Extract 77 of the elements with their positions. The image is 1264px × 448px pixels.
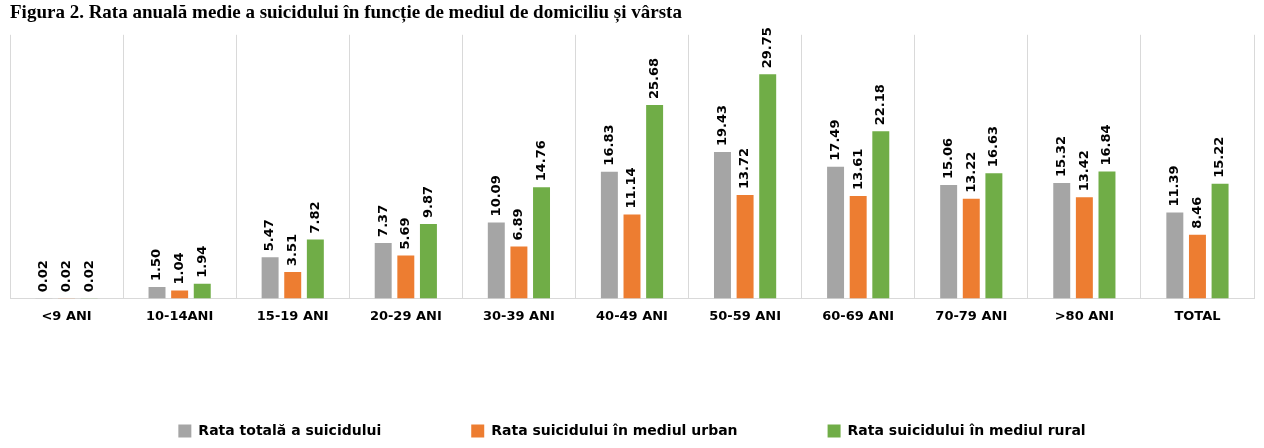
bar	[419, 224, 437, 299]
legend-label: Rata suicidului în mediul urban	[491, 421, 738, 438]
data-label: 13.61	[849, 148, 865, 190]
bar	[827, 166, 845, 299]
data-label: 5.47	[261, 219, 277, 252]
x-tick-label: 10-14ANI	[145, 307, 214, 323]
data-label: 16.84	[1098, 124, 1114, 166]
legend-label: Rata suicidului în mediul rural	[847, 421, 1086, 438]
data-label: 7.37	[374, 204, 390, 237]
bar	[646, 104, 664, 299]
bar	[261, 257, 279, 299]
bar	[713, 152, 731, 299]
data-label: 8.46	[1188, 196, 1204, 229]
data-label: 15.32	[1053, 135, 1069, 178]
bar	[1188, 234, 1206, 299]
data-label: 1.04	[171, 252, 187, 285]
bar	[759, 74, 777, 299]
x-tick-label: 40-49 ANI	[596, 307, 668, 323]
bar	[1075, 197, 1093, 299]
data-label: 11.14	[623, 167, 639, 209]
bar	[736, 195, 754, 299]
data-label: 5.69	[397, 217, 413, 250]
data-label: 29.75	[759, 27, 775, 69]
data-label: 13.72	[736, 147, 752, 190]
data-label: 11.39	[1166, 165, 1182, 207]
bar	[872, 131, 890, 299]
data-label: 16.83	[600, 124, 616, 166]
x-tick-label: <9 ANI	[41, 307, 92, 323]
x-tick-label: 60-69 ANI	[822, 307, 895, 323]
bar	[849, 195, 867, 299]
bar	[1211, 183, 1229, 299]
bar	[193, 283, 211, 299]
data-label: 1.94	[193, 245, 209, 278]
data-label: 19.43	[713, 104, 729, 147]
data-label: 7.82	[306, 201, 322, 234]
x-tick-label: 70-79 ANI	[935, 307, 1008, 323]
bar	[510, 246, 528, 299]
data-label: 16.63	[985, 126, 1001, 168]
x-tick-label: TOTAL	[1174, 307, 1221, 323]
bar	[1098, 171, 1116, 299]
data-label: 14.76	[532, 140, 548, 182]
bar	[1166, 212, 1184, 299]
x-tick-label: 30-39 ANI	[482, 307, 555, 323]
data-label: 0.02	[80, 260, 96, 293]
data-label: 15.22	[1211, 136, 1227, 178]
bar	[985, 173, 1003, 299]
bar	[1053, 183, 1071, 299]
x-tick-label: 50-59 ANI	[709, 307, 782, 323]
data-label: 13.42	[1075, 150, 1091, 192]
bar	[284, 271, 302, 299]
bar	[487, 222, 505, 299]
legend-label: Rata totală a suicidului	[198, 421, 382, 438]
data-label: 13.22	[962, 151, 978, 193]
data-label: 3.51	[284, 233, 300, 266]
bar	[962, 198, 980, 299]
data-label: 25.68	[645, 57, 661, 99]
bar	[940, 184, 958, 299]
data-label: 10.09	[487, 175, 503, 217]
x-tick-label: 15-19 ANI	[256, 307, 329, 323]
data-label: 15.06	[940, 137, 956, 179]
data-label: 0.02	[35, 260, 51, 293]
data-label: 9.87	[419, 185, 435, 219]
bar	[600, 171, 618, 299]
data-label: 6.89	[510, 208, 526, 241]
data-label: 22.18	[872, 84, 888, 126]
x-tick-label: 20-29 ANI	[369, 307, 442, 323]
bar	[397, 255, 415, 299]
data-label: 17.49	[826, 119, 842, 161]
bar	[306, 239, 324, 299]
bar	[374, 242, 392, 299]
bar	[533, 187, 551, 299]
x-tick-label: >80 ANI	[1054, 307, 1115, 323]
bar	[623, 214, 641, 299]
data-label: 0.02	[57, 260, 73, 293]
chart-title: Figura 2. Rata anuală medie a suicidului în funcție de mediul de domiciliu și vârsta	[10, 1, 683, 24]
bar	[148, 287, 166, 299]
data-label: 1.50	[148, 249, 164, 282]
